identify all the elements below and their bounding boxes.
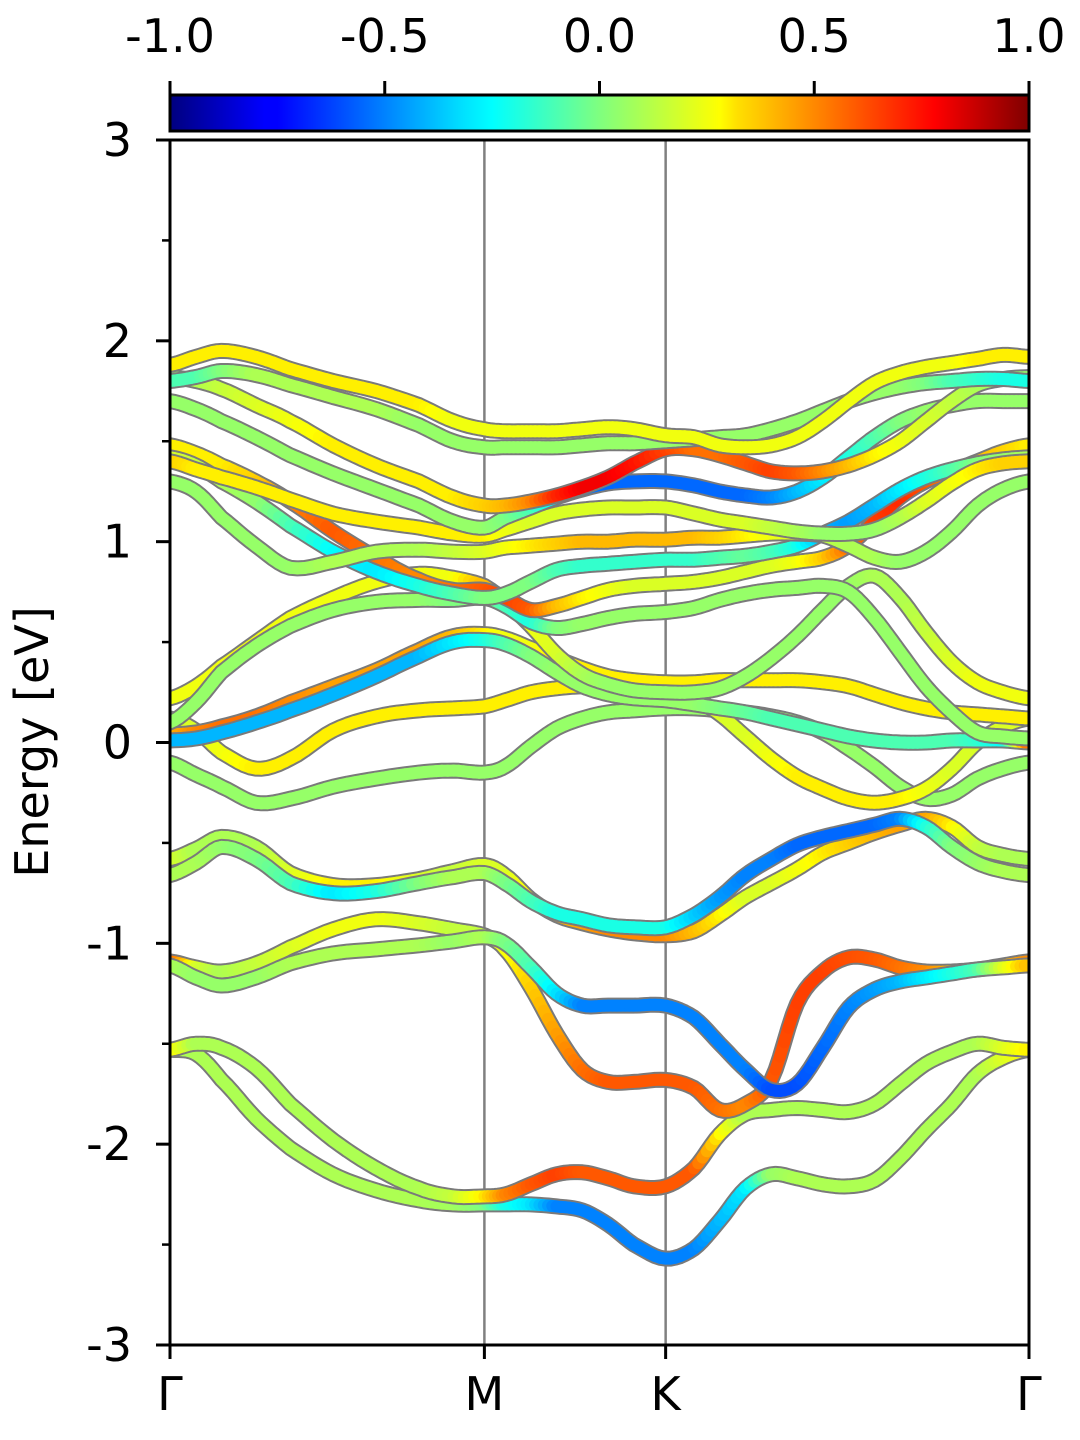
y-tick-label: -3 (86, 1318, 132, 1372)
y-tick-label: 2 (103, 314, 132, 368)
band-14 (170, 473, 1029, 577)
y-tick-label: 1 (103, 515, 132, 569)
x-tick-label: K (651, 1367, 683, 1421)
band-3 (170, 929, 1029, 1099)
y-tick-label: -2 (86, 1117, 132, 1171)
colorbar-tick-label: -0.5 (340, 9, 430, 63)
x-tick-label: Γ (1016, 1367, 1042, 1421)
band-5 (170, 810, 1029, 937)
y-axis: 3 2 1 0 -1 -2 -3 (86, 113, 170, 1372)
band-1 (170, 1035, 1029, 1206)
y-tick-label: -1 (86, 916, 132, 970)
kpoint-lines (483, 140, 667, 1345)
x-tick-label: M (465, 1367, 505, 1421)
y-axis-label: Energy [eV] (5, 606, 59, 877)
x-tick-label: Γ (157, 1367, 183, 1421)
colorbar-tick-label: 0.0 (563, 9, 636, 63)
band-15 (170, 453, 1029, 544)
colorbar-tick-label: -1.0 (125, 9, 215, 63)
y-tick-label: 3 (103, 113, 132, 167)
bands (170, 342, 1029, 1267)
colorbar-tick-label: 0.5 (778, 9, 851, 63)
colorbar-tick-label: 1.0 (992, 9, 1065, 63)
band-19 (170, 342, 1029, 456)
y-tick-label: 0 (103, 716, 132, 770)
colorbar-gradient (168, 93, 1031, 133)
colorbar: -1.0 -0.5 0.0 0.5 1.0 (125, 9, 1066, 133)
